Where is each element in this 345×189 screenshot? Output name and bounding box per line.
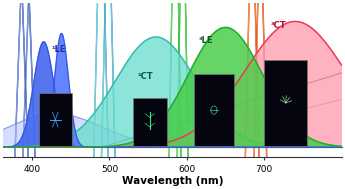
Ellipse shape: [252, 0, 262, 189]
Bar: [133, 98, 167, 146]
Ellipse shape: [20, 0, 29, 186]
Ellipse shape: [27, 0, 36, 189]
Ellipse shape: [243, 0, 254, 189]
Ellipse shape: [259, 0, 269, 189]
Ellipse shape: [22, 0, 32, 188]
Ellipse shape: [166, 0, 176, 189]
Ellipse shape: [102, 0, 110, 189]
Bar: [39, 93, 71, 146]
Ellipse shape: [99, 0, 109, 189]
Text: ³LE: ³LE: [199, 36, 214, 45]
Bar: [264, 60, 307, 146]
Ellipse shape: [91, 0, 101, 189]
Ellipse shape: [108, 0, 117, 189]
Bar: [194, 74, 234, 146]
Ellipse shape: [175, 0, 184, 189]
Ellipse shape: [14, 0, 24, 189]
Ellipse shape: [174, 0, 185, 189]
Ellipse shape: [182, 0, 191, 189]
Text: ¹LE: ¹LE: [52, 45, 67, 54]
X-axis label: Wavelength (nm): Wavelength (nm): [122, 176, 223, 186]
Text: ³CT: ³CT: [270, 21, 286, 30]
Ellipse shape: [251, 0, 263, 189]
Text: ¹CT: ¹CT: [137, 72, 153, 81]
